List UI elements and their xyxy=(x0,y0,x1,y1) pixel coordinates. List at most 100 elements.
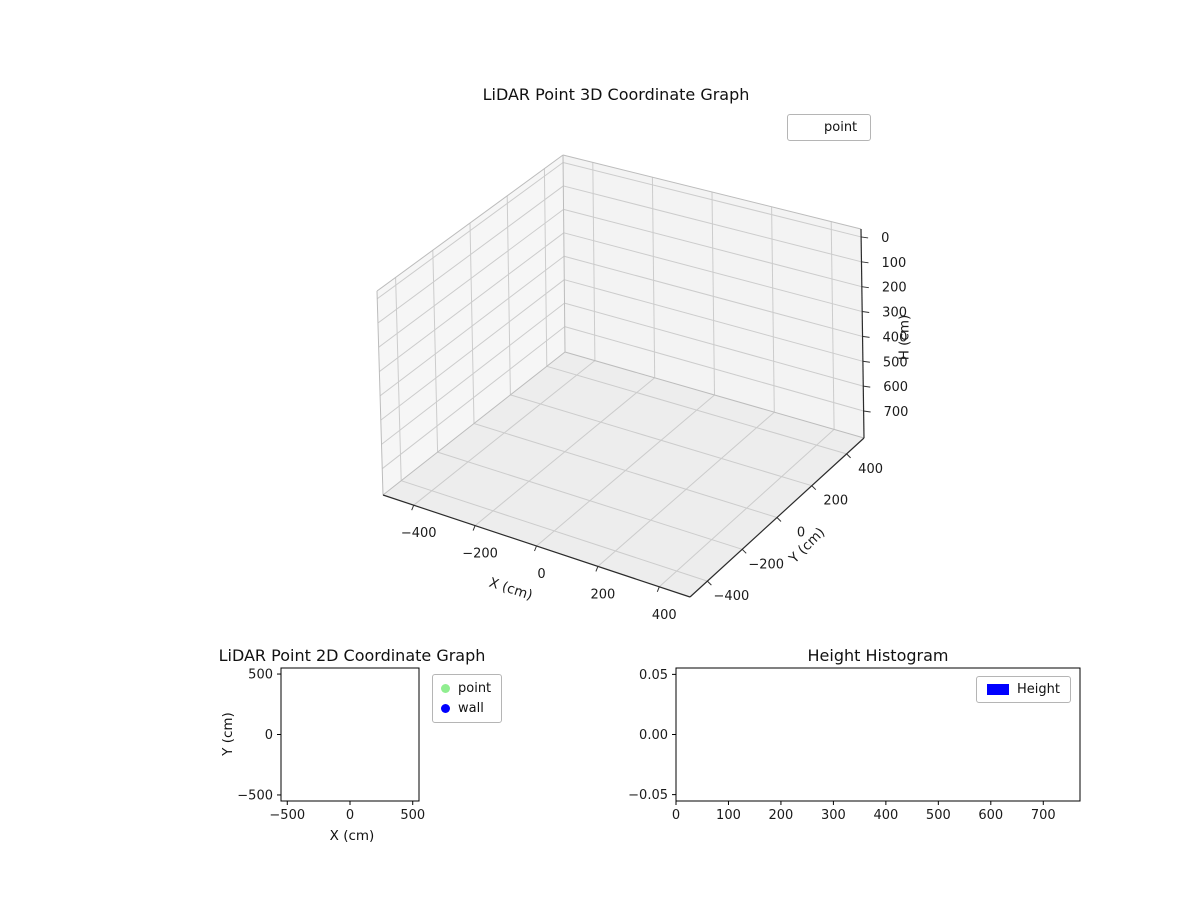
x-tick-label: 200 xyxy=(590,587,615,602)
h-tick xyxy=(861,286,869,289)
plot2d-x-tick-label: 500 xyxy=(400,808,425,823)
plot2d-y-axis-label: Y (cm) xyxy=(220,712,236,756)
hist-x-tick-label: 700 xyxy=(1031,808,1056,823)
x-gridline-wall xyxy=(830,221,835,430)
h-tick xyxy=(861,261,869,264)
x-tick-label: −400 xyxy=(401,526,437,541)
plot3d-x-axis-label: X (cm) xyxy=(487,575,534,604)
y-tick-label: 0 xyxy=(797,526,805,541)
y-gridline-wall xyxy=(469,222,475,424)
h-tick xyxy=(861,236,869,239)
pane-left-wall xyxy=(377,155,565,495)
y-gridline-floor xyxy=(473,423,778,518)
h-gridline-left-wall xyxy=(379,232,565,372)
h-tick-label: 500 xyxy=(883,355,908,370)
point-marker-icon xyxy=(441,684,450,693)
y-gridline-floor xyxy=(510,394,812,487)
h-tick-label: 300 xyxy=(882,306,907,321)
hist-x-tick-label: 300 xyxy=(821,808,846,823)
y-tick xyxy=(707,580,712,586)
x-tick-label: −200 xyxy=(462,547,498,562)
box-edge-back-vertical xyxy=(562,154,566,353)
x-gridline-wall xyxy=(651,177,656,378)
hist-x-tick-label: 400 xyxy=(873,808,898,823)
box-edge-floor-back-left xyxy=(382,351,566,496)
height-swatch-icon xyxy=(987,684,1009,695)
plot3d-y-axis-label: Y (cm) xyxy=(785,525,828,568)
pane-floor xyxy=(383,352,864,597)
plot3d-legend-label-point: point xyxy=(824,120,858,135)
h-tick xyxy=(862,360,870,363)
h-gridline-left-wall xyxy=(379,255,565,397)
hist-x-tick-label: 200 xyxy=(769,808,794,823)
x-tick xyxy=(656,586,660,592)
h-gridline-left-wall xyxy=(381,302,565,445)
x-axis-line xyxy=(382,494,691,598)
plot2d-y-tick-label: −500 xyxy=(237,788,273,803)
plot2d-x-tick-label: 0 xyxy=(346,808,354,823)
hist-y-tick-label: 0.00 xyxy=(639,728,668,743)
plot3d-title: LiDAR Point 3D Coordinate Graph xyxy=(482,85,750,104)
h-tick xyxy=(863,410,871,413)
y-tick-label: −200 xyxy=(748,557,784,572)
plot2d-legend-label-wall: wall xyxy=(458,701,484,716)
y-gridline-wall xyxy=(543,168,548,367)
y-tick-label: 400 xyxy=(858,462,883,477)
h-tick-label: 0 xyxy=(881,231,889,246)
y-tick xyxy=(741,548,747,554)
hist-title: Height Histogram xyxy=(807,646,949,665)
plot2d-title: LiDAR Point 2D Coordinate Graph xyxy=(218,646,486,665)
h-tick xyxy=(862,311,870,314)
y-gridline-wall xyxy=(395,277,402,481)
box-edge-top-right xyxy=(562,154,862,230)
hist-x-tick-label: 100 xyxy=(716,808,741,823)
box-edge-floor-back-right xyxy=(564,351,865,439)
x-tick xyxy=(472,525,476,531)
plot3d-legend: point xyxy=(787,114,871,141)
plot2d-y-tick-label: 500 xyxy=(248,668,273,683)
plot2d-x-axis-label: X (cm) xyxy=(329,828,375,844)
h-gridline-right-wall xyxy=(563,185,862,263)
hist-legend: Height xyxy=(976,676,1071,703)
legend-row-wall: wall xyxy=(441,701,491,716)
x-tick-label: 0 xyxy=(537,567,545,582)
h-gridline-left-wall xyxy=(381,326,566,470)
h-gridline-left-wall xyxy=(377,185,564,324)
h-axis-line xyxy=(860,228,865,439)
y-gridline-floor xyxy=(546,365,847,455)
x-tick xyxy=(534,545,537,552)
h-tick-label: 700 xyxy=(884,405,909,420)
legend-row-point: point xyxy=(441,681,491,696)
box-edge-left-vertical xyxy=(376,290,384,496)
x-tick xyxy=(411,505,415,511)
h-gridline-right-wall xyxy=(563,208,862,288)
box-edge-top-left xyxy=(376,154,564,292)
plot2d-legend: point wall xyxy=(432,674,503,723)
h-gridline-right-wall xyxy=(564,279,864,362)
y-axis-line xyxy=(689,437,865,598)
h-tick xyxy=(862,335,870,338)
y-tick xyxy=(811,485,817,491)
h-gridline-right-wall xyxy=(562,162,862,238)
plot2d-x-tick-label: −500 xyxy=(269,808,305,823)
hist-x-tick-label: 500 xyxy=(926,808,951,823)
h-gridline-left-wall xyxy=(380,279,565,421)
h-tick xyxy=(863,385,871,388)
y-gridline-wall xyxy=(432,250,439,453)
h-gridline-right-wall xyxy=(564,326,864,412)
y-tick-label: 200 xyxy=(823,494,848,509)
h-gridline-left-wall xyxy=(378,208,564,348)
hist-x-tick-label: 600 xyxy=(978,808,1003,823)
y-tick xyxy=(846,453,851,459)
y-gridline-floor xyxy=(401,480,708,582)
y-gridline-floor xyxy=(437,451,743,550)
x-tick xyxy=(595,566,599,572)
plot2d-frame xyxy=(280,667,420,802)
wall-marker-icon xyxy=(441,704,450,713)
hist-y-tick-label: −0.05 xyxy=(628,788,668,803)
x-gridline-wall xyxy=(771,206,775,413)
h-gridline-left-wall xyxy=(376,162,564,300)
h-gridline-right-wall xyxy=(563,232,863,313)
